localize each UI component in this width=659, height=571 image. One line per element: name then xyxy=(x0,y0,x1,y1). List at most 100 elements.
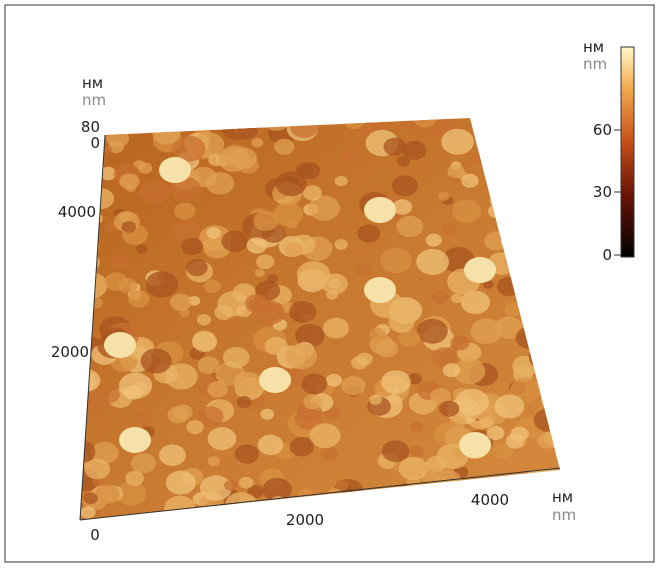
grain xyxy=(389,312,415,333)
grain xyxy=(284,242,302,257)
grain xyxy=(355,264,370,276)
grain xyxy=(70,163,88,177)
grain xyxy=(258,435,284,455)
grain xyxy=(255,269,265,277)
grain xyxy=(128,290,150,307)
grain xyxy=(146,271,179,297)
grain xyxy=(369,395,382,405)
grain xyxy=(206,227,220,238)
grain xyxy=(497,277,521,296)
grain xyxy=(438,192,449,201)
grain xyxy=(111,255,128,269)
grain xyxy=(152,122,181,145)
grain xyxy=(528,284,548,300)
grain-peak xyxy=(119,427,151,453)
grain-peak xyxy=(159,157,191,183)
grain xyxy=(410,422,423,433)
grain xyxy=(223,347,250,368)
grain xyxy=(144,517,157,527)
grain xyxy=(166,471,196,495)
grain xyxy=(253,211,278,231)
grain xyxy=(432,290,449,304)
colorbar-tick-label: 0 xyxy=(602,246,612,264)
grain xyxy=(488,204,505,218)
grain xyxy=(488,136,507,151)
grain xyxy=(381,370,411,394)
grain xyxy=(529,344,562,371)
grain xyxy=(237,396,252,408)
grain xyxy=(461,174,479,188)
grain xyxy=(155,510,187,535)
grain xyxy=(369,493,388,508)
grain xyxy=(133,412,151,426)
grain xyxy=(397,216,424,237)
grain xyxy=(481,153,498,166)
grain xyxy=(139,180,169,204)
grain xyxy=(392,175,418,196)
x-tick-label: 4000 xyxy=(471,491,509,509)
grain xyxy=(301,373,327,394)
grain xyxy=(234,372,262,395)
grain xyxy=(334,239,347,250)
grain xyxy=(174,203,195,220)
grain xyxy=(513,128,535,145)
grain xyxy=(65,404,87,421)
grain xyxy=(335,176,348,186)
grain xyxy=(534,408,564,432)
x-unit-ru: нм xyxy=(552,488,573,506)
grain xyxy=(74,272,107,299)
grain xyxy=(478,143,491,153)
grain xyxy=(416,249,449,275)
grain xyxy=(106,129,129,147)
grain xyxy=(235,444,259,464)
grain xyxy=(357,224,380,242)
grain xyxy=(541,204,571,228)
grain-peak xyxy=(364,197,396,223)
grain xyxy=(207,381,228,398)
grain xyxy=(505,303,522,317)
grain xyxy=(397,118,410,128)
grain xyxy=(417,319,448,344)
grain xyxy=(363,505,377,516)
grain xyxy=(99,386,120,403)
grain xyxy=(263,110,289,131)
grain xyxy=(119,173,139,189)
grain xyxy=(71,418,85,429)
grain xyxy=(452,200,481,223)
grain xyxy=(502,208,528,229)
grain xyxy=(228,106,255,128)
grain xyxy=(274,139,294,155)
grain xyxy=(487,426,505,440)
grain-peak xyxy=(459,432,491,458)
grain xyxy=(76,157,104,180)
grain xyxy=(224,264,238,275)
grain xyxy=(260,108,280,124)
grain xyxy=(320,446,338,460)
grain xyxy=(426,234,442,247)
grain xyxy=(477,148,504,169)
grain xyxy=(494,394,524,418)
grain xyxy=(484,231,508,250)
grain xyxy=(167,406,188,423)
grain xyxy=(501,204,513,213)
grain xyxy=(442,224,456,235)
grain xyxy=(519,142,530,151)
grain xyxy=(349,500,374,520)
grain xyxy=(309,423,340,448)
colorbar-tick-label: 30 xyxy=(593,183,612,201)
grain xyxy=(341,376,365,395)
grain xyxy=(534,181,559,201)
grain-peak xyxy=(104,332,136,358)
grain xyxy=(186,420,204,434)
grain xyxy=(303,394,322,409)
grain xyxy=(83,493,97,505)
grain xyxy=(532,189,554,206)
grain xyxy=(376,340,398,358)
grain xyxy=(208,456,221,466)
grain xyxy=(382,440,409,462)
grain xyxy=(73,369,101,391)
grain xyxy=(248,507,277,530)
grain xyxy=(490,193,509,208)
grain xyxy=(136,244,148,253)
grain xyxy=(206,172,234,195)
